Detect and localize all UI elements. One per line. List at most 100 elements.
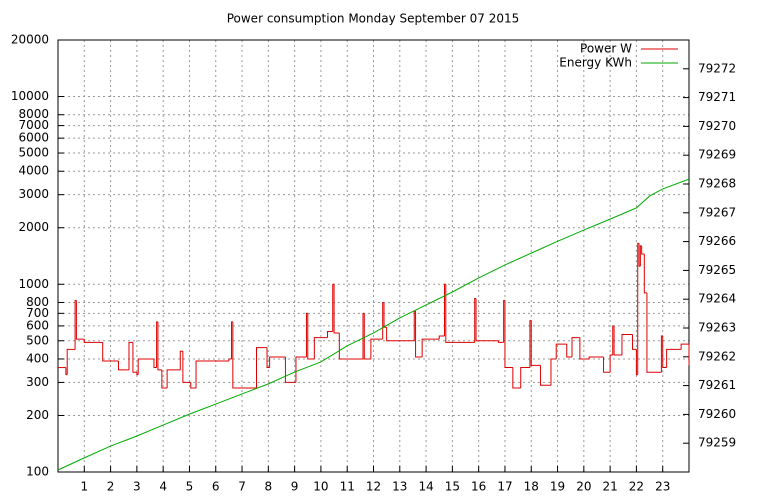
y2-tick-label: 79263 bbox=[698, 321, 736, 335]
power-step bbox=[530, 320, 541, 366]
x-tick-label: 17 bbox=[497, 480, 512, 494]
power-step bbox=[333, 284, 340, 334]
power-step bbox=[326, 331, 333, 338]
power-step bbox=[579, 337, 590, 360]
power-step bbox=[295, 356, 307, 383]
power-step bbox=[571, 337, 580, 357]
y-tick-label: 10000 bbox=[11, 89, 49, 103]
power-step bbox=[313, 337, 328, 359]
x-tick-label: 18 bbox=[524, 480, 539, 494]
power-step bbox=[609, 354, 613, 373]
y2-tick-label: 79264 bbox=[698, 292, 736, 306]
power-step bbox=[631, 334, 637, 350]
x-tick-label: 14 bbox=[418, 480, 433, 494]
y-tick-label: 400 bbox=[26, 351, 49, 365]
power-step bbox=[190, 382, 197, 389]
power-step bbox=[662, 336, 667, 369]
power-step bbox=[539, 365, 551, 386]
power-step bbox=[370, 338, 383, 359]
y2-tick-label: 79268 bbox=[698, 177, 736, 191]
power-step bbox=[102, 342, 119, 362]
power-step bbox=[475, 298, 499, 342]
power-step bbox=[438, 335, 445, 340]
x-tick-label: 13 bbox=[392, 480, 407, 494]
x-tick-label: 7 bbox=[238, 480, 246, 494]
x-tick-label: 16 bbox=[471, 480, 486, 494]
y2-tick-label: 79260 bbox=[698, 407, 736, 421]
x-tick-label: 2 bbox=[107, 480, 115, 494]
power-step bbox=[128, 341, 133, 370]
power-step bbox=[161, 369, 168, 389]
x-tick-label: 19 bbox=[550, 480, 565, 494]
y-tick-label: 7000 bbox=[18, 118, 49, 132]
power-step bbox=[666, 348, 682, 368]
power-step bbox=[284, 356, 296, 383]
power-step bbox=[117, 361, 129, 371]
x-tick-label: 12 bbox=[366, 480, 381, 494]
y2-tick-label: 79267 bbox=[698, 205, 736, 219]
power-step bbox=[232, 321, 257, 389]
x-tick-label: 10 bbox=[313, 480, 328, 494]
x-tick-label: 11 bbox=[340, 480, 355, 494]
y-tick-label: 2000 bbox=[18, 220, 49, 234]
power-step bbox=[680, 343, 689, 350]
power-step bbox=[228, 358, 232, 362]
power-step bbox=[363, 313, 371, 360]
power-step bbox=[512, 367, 521, 389]
x-tick-label: 20 bbox=[576, 480, 591, 494]
power-step bbox=[555, 343, 567, 359]
y-tick-label: 8000 bbox=[18, 107, 49, 121]
y-tick-label: 800 bbox=[26, 295, 49, 309]
y-tick-label: 700 bbox=[26, 306, 49, 320]
power-step bbox=[153, 358, 157, 369]
power-step bbox=[421, 338, 440, 357]
y2-tick-label: 79262 bbox=[698, 349, 736, 363]
y-tick-label: 5000 bbox=[18, 146, 49, 160]
power-step bbox=[588, 356, 604, 359]
power-step bbox=[520, 367, 530, 389]
power-step bbox=[646, 292, 662, 373]
power-step bbox=[338, 333, 363, 360]
power-step bbox=[166, 369, 181, 389]
power-step bbox=[641, 245, 645, 255]
x-tick-label: 8 bbox=[265, 480, 273, 494]
y2-tick-label: 79259 bbox=[698, 436, 736, 450]
y-tick-label: 500 bbox=[26, 333, 49, 347]
y-tick-label: 100 bbox=[26, 465, 49, 479]
power-step bbox=[157, 321, 162, 371]
power-step bbox=[603, 356, 611, 373]
power-step bbox=[66, 348, 76, 375]
power-step bbox=[137, 358, 154, 375]
x-tick-label: 15 bbox=[445, 480, 460, 494]
x-tick-label: 4 bbox=[159, 480, 167, 494]
power-step bbox=[386, 327, 415, 342]
y2-tick-label: 79266 bbox=[698, 234, 736, 248]
x-tick-label: 21 bbox=[602, 480, 617, 494]
x-tick-label: 5 bbox=[186, 480, 194, 494]
x-tick-label: 3 bbox=[133, 480, 141, 494]
y-tick-label: 200 bbox=[26, 408, 49, 422]
power-step bbox=[621, 333, 633, 355]
chart-title: Power consumption Monday September 07 20… bbox=[227, 12, 520, 26]
power-step bbox=[256, 347, 268, 389]
y2-tick-label: 79272 bbox=[698, 61, 736, 75]
power-step bbox=[179, 350, 183, 370]
y-tick-label: 20000 bbox=[11, 33, 49, 47]
legend-label: Power W bbox=[580, 42, 632, 56]
y-tick-label: 600 bbox=[26, 318, 49, 332]
power-step bbox=[504, 300, 513, 369]
y-tick-label: 4000 bbox=[18, 164, 49, 178]
y2-tick-label: 79269 bbox=[698, 148, 736, 162]
power-step bbox=[132, 342, 137, 373]
power-step bbox=[497, 340, 504, 343]
power-step bbox=[643, 253, 647, 294]
power-step bbox=[75, 300, 85, 340]
y-tick-label: 6000 bbox=[18, 131, 49, 145]
power-step bbox=[445, 284, 475, 343]
legend-label: Energy KWh bbox=[559, 56, 632, 70]
y-tick-label: 3000 bbox=[18, 187, 49, 201]
x-tick-label: 6 bbox=[212, 480, 220, 494]
